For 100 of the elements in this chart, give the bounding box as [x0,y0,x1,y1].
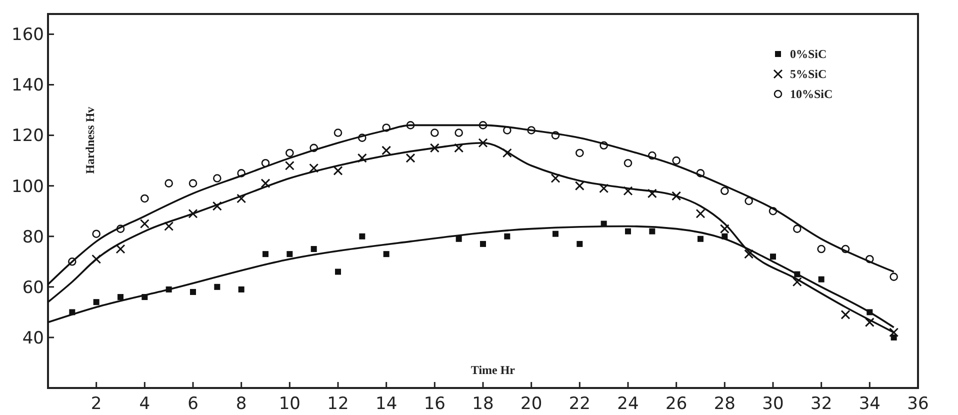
x-tick-label: 34 [858,394,880,414]
point [406,121,415,130]
legend-label: 0%SiC [790,47,827,62]
point [503,126,512,134]
legend-label: 10%SiC [790,87,833,102]
point [357,153,367,163]
y-tick-label: 140 [12,76,44,96]
x-tick-label: 30 [762,394,784,414]
x-tick-label: 26 [666,394,688,414]
point [190,288,196,295]
point [188,179,198,188]
y-tick-label: 100 [12,176,44,197]
x-tick-label: 24 [617,394,639,414]
point [359,233,366,240]
point [866,254,874,264]
point [118,294,124,300]
point [478,138,488,148]
point [116,224,125,233]
point [574,181,584,191]
point [383,251,390,258]
x-tick-label: 10 [278,394,300,414]
point [333,166,343,176]
point [696,208,706,218]
point [720,224,730,234]
x-tick-label: 4 [139,394,150,414]
x-tick-label: 12 [327,394,349,414]
point [213,174,222,182]
point [720,186,729,196]
point [647,188,657,198]
point [214,284,220,290]
point [406,153,416,163]
point [672,191,682,201]
point [890,272,898,281]
point [286,148,294,158]
point [454,128,463,137]
point [792,277,802,287]
point [793,224,802,233]
point [818,276,824,282]
point [599,184,609,194]
point [744,196,753,206]
point [237,169,246,178]
point [744,249,754,259]
x-tick-label: 14 [376,394,398,414]
point [841,244,850,254]
x-tick-label: 32 [810,394,832,414]
y-tick-label: 60 [22,278,44,298]
point [236,194,246,204]
point [770,254,776,260]
point [480,240,486,247]
point [212,201,222,211]
point [164,222,174,232]
point [817,244,826,254]
point [502,148,512,158]
point [576,148,584,158]
legend-label: 5%SiC [790,67,827,82]
point [382,124,390,132]
point [527,126,536,134]
point [698,236,704,242]
point [92,254,102,264]
y-tick-label: 120 [12,126,44,146]
point [696,169,705,178]
point [260,178,270,188]
point [188,208,198,218]
point [116,244,126,254]
point [840,310,850,320]
x-tick-label: 6 [188,394,198,414]
point [358,134,366,142]
point [310,246,317,252]
x-tick-label: 22 [568,394,590,414]
point [624,158,632,168]
point [551,131,560,140]
point [889,328,899,338]
point [261,158,270,168]
point [68,258,76,266]
point [92,230,100,238]
x-tick-label: 18 [472,394,494,414]
point [140,194,149,203]
x-tick-label: 20 [520,394,542,414]
point [478,121,488,130]
point [600,141,608,150]
point [576,240,583,247]
point [672,156,680,165]
point [768,206,778,216]
point [286,251,293,258]
y-tick-label: 160 [12,25,44,46]
point [623,186,633,196]
point [625,228,631,234]
x-tick-label: 36 [907,394,929,414]
point [550,174,560,184]
point [649,228,656,234]
point [309,163,319,173]
point [552,230,558,237]
point [238,286,244,292]
point [430,143,440,153]
y-tick-label: 80 [22,227,44,248]
point [504,233,510,240]
point [382,146,392,156]
x-axis-title: Time Hr [470,363,516,377]
point [140,218,150,228]
x-tick-label: 2 [90,394,102,414]
